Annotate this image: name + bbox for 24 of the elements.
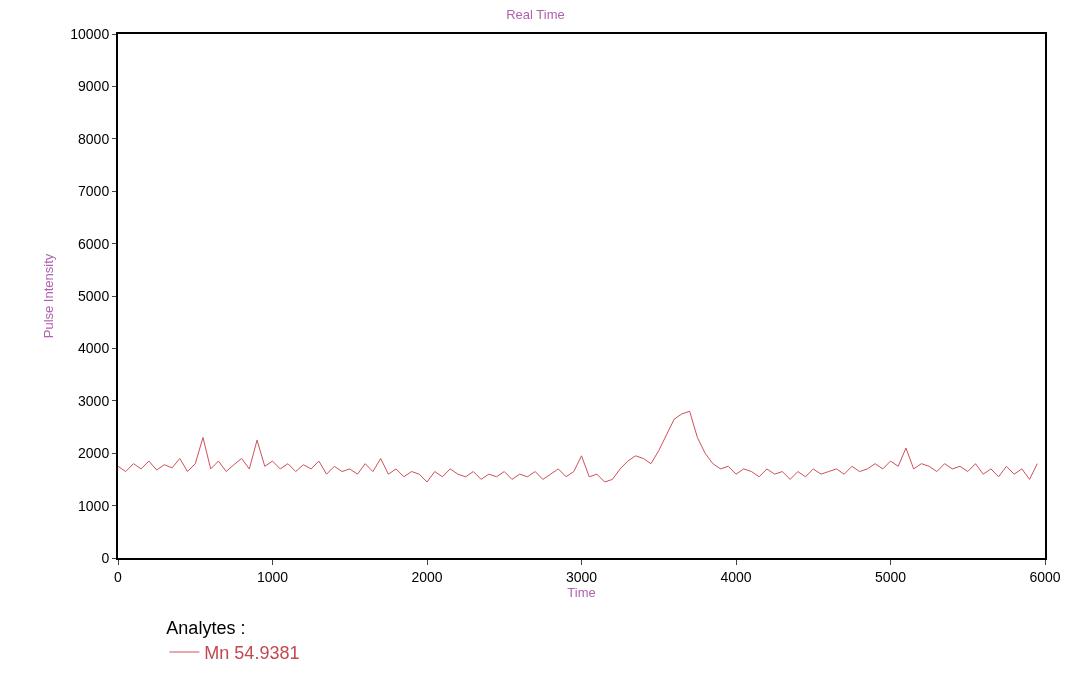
y-tick-label: 3000 xyxy=(78,392,110,409)
legend-title: Analytes : xyxy=(166,617,246,638)
y-tick-label: 2000 xyxy=(78,445,110,462)
y-tick-label: 4000 xyxy=(78,340,110,357)
y-tick-label: 0 xyxy=(101,549,110,566)
y-axis-title: Pulse Intensity xyxy=(40,253,56,339)
x-tick-label: 1000 xyxy=(256,568,289,585)
x-tick-label: 3000 xyxy=(565,568,598,585)
y-tick-label: 9000 xyxy=(78,78,110,95)
y-tick-label: 8000 xyxy=(78,130,110,147)
y-tick-label: 6000 xyxy=(78,235,110,252)
x-tick-label: 4000 xyxy=(720,568,752,585)
chart-title: Real Time xyxy=(506,7,565,23)
legend-label: Mn 54.9381 xyxy=(204,643,300,664)
y-tick-label: 7000 xyxy=(78,183,110,200)
x-tick-label: 6000 xyxy=(1029,568,1061,585)
line-series xyxy=(118,410,1038,483)
x-tick-label: 2000 xyxy=(411,568,443,585)
x-tick-label: 5000 xyxy=(874,568,907,585)
x-tick-label: 0 xyxy=(114,568,123,585)
y-tick-label: 10000 xyxy=(70,25,110,42)
y-tick-label: 1000 xyxy=(78,497,110,514)
y-tick-label: 5000 xyxy=(78,287,110,304)
x-axis-title: Time xyxy=(567,584,596,600)
